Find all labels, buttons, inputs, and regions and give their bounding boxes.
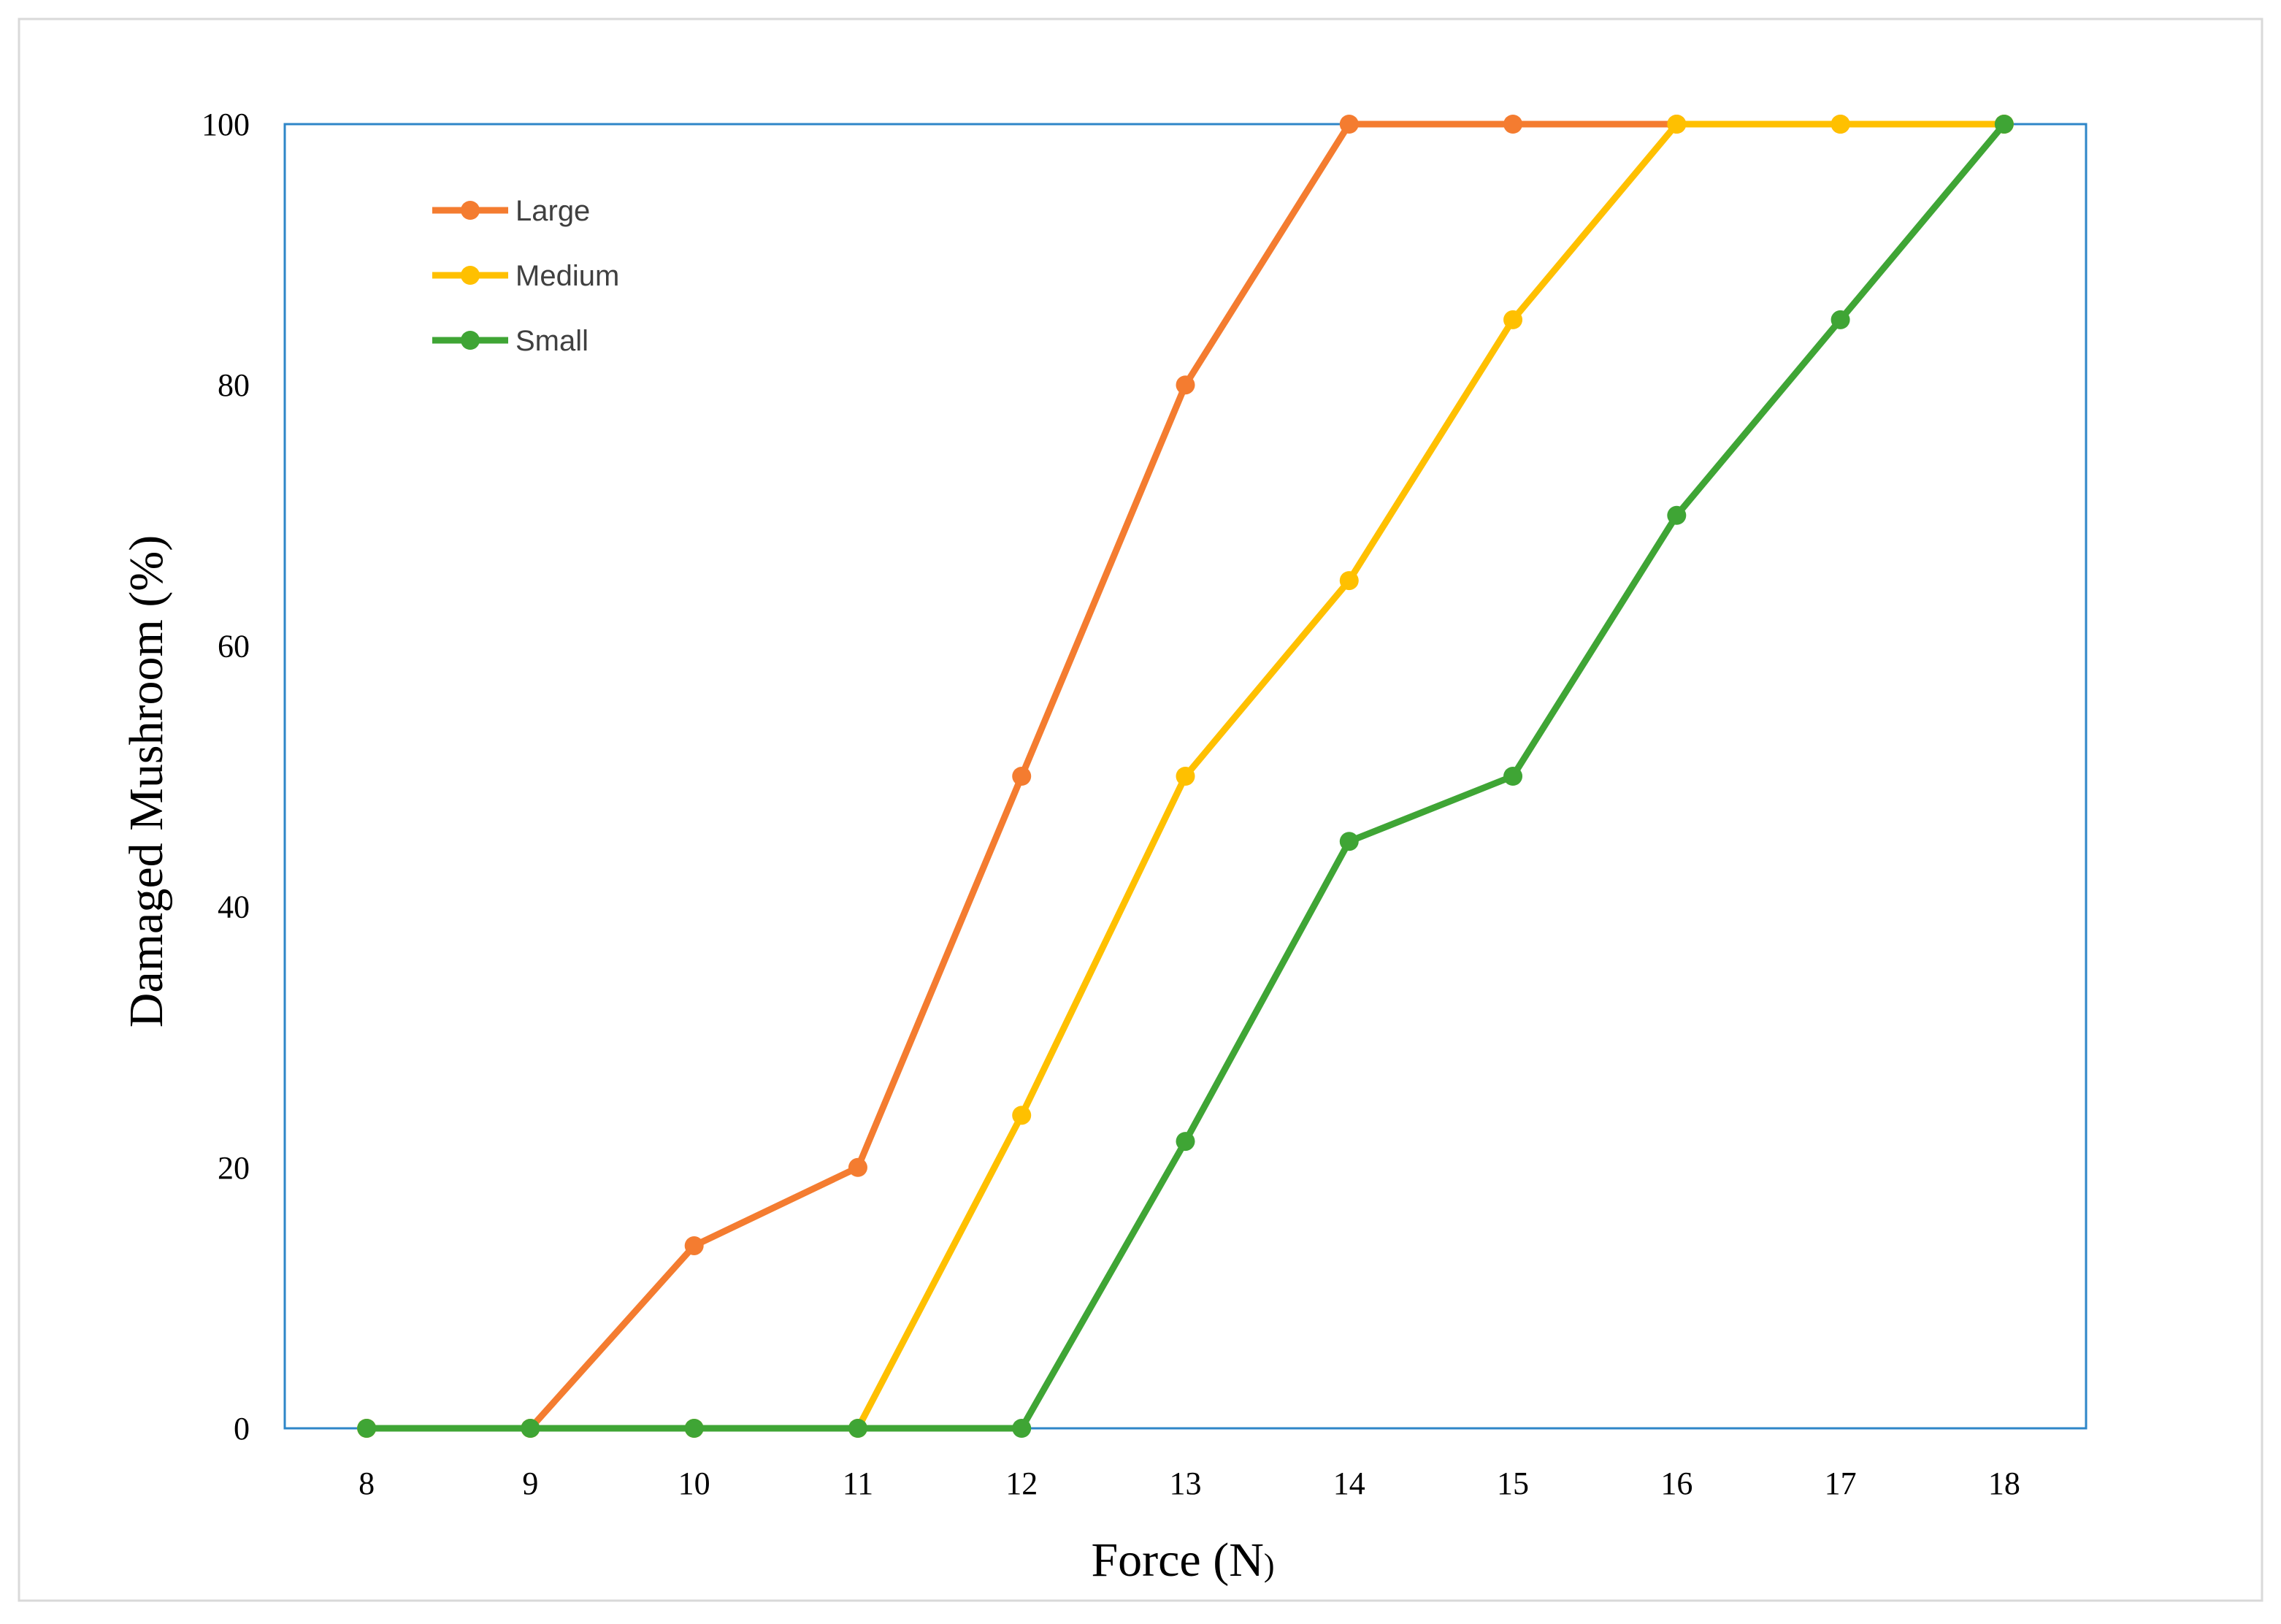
data-point-small	[848, 1419, 867, 1438]
data-point-small	[1994, 115, 2014, 134]
legend-swatch-marker	[461, 331, 480, 350]
y-tick-label: 0	[234, 1411, 250, 1447]
legend-swatch-marker	[461, 201, 480, 220]
data-point-small	[684, 1419, 704, 1438]
data-point-large	[848, 1157, 867, 1177]
data-point-large	[1176, 375, 1195, 395]
data-point-small	[1339, 832, 1359, 851]
data-point-medium	[1503, 310, 1523, 329]
x-tick-label: 12	[1005, 1466, 1038, 1501]
data-point-small	[1176, 1132, 1195, 1152]
y-axis-ticks: 0 20 40 60 80 100	[202, 107, 250, 1447]
x-axis-ticks: 8 9 10 11 12 13 14 15 16 17 18	[359, 1466, 2020, 1501]
legend-item-small: Small	[432, 325, 589, 357]
data-point-large	[1503, 115, 1523, 134]
legend-item-medium: Medium	[432, 260, 619, 292]
data-point-small	[357, 1419, 377, 1438]
data-point-large	[1339, 115, 1359, 134]
x-tick-label: 13	[1170, 1466, 1202, 1501]
x-tick-label: 14	[1333, 1466, 1365, 1501]
x-tick-label: 11	[843, 1466, 873, 1501]
data-point-medium	[1339, 571, 1359, 591]
y-tick-label: 60	[218, 628, 250, 664]
data-point-medium	[1012, 1106, 1032, 1125]
legend-label: Small	[515, 325, 589, 357]
series-small	[357, 115, 2014, 1438]
data-point-medium	[1667, 115, 1687, 134]
x-tick-label: 8	[359, 1466, 375, 1501]
data-point-large	[684, 1236, 704, 1255]
y-tick-label: 20	[218, 1150, 250, 1186]
y-tick-label: 40	[218, 889, 250, 925]
x-tick-label: 9	[522, 1466, 538, 1501]
x-axis-label-paren: )	[1264, 1547, 1275, 1583]
data-point-small	[1503, 767, 1523, 786]
legend: Large Medium Small	[432, 195, 619, 357]
legend-swatch-marker	[461, 266, 480, 285]
data-point-small	[1830, 310, 1850, 329]
data-point-small	[521, 1419, 540, 1438]
data-point-small	[1667, 505, 1687, 525]
legend-label: Medium	[515, 260, 619, 292]
data-point-large	[1012, 767, 1032, 786]
x-tick-label: 10	[678, 1466, 710, 1501]
x-axis-label: Force (N)	[1091, 1533, 1274, 1587]
y-tick-label: 80	[218, 367, 250, 403]
legend-item-large: Large	[432, 195, 590, 227]
x-tick-label: 15	[1497, 1466, 1529, 1501]
data-point-medium	[1830, 115, 1850, 134]
data-point-medium	[1176, 767, 1195, 786]
y-axis-label: Damaged Mushroom (%)	[120, 535, 173, 1028]
legend-label: Large	[515, 195, 590, 227]
x-axis-label-main: Force (N	[1091, 1533, 1263, 1587]
x-tick-label: 18	[1988, 1466, 2020, 1501]
data-point-small	[1012, 1419, 1032, 1438]
x-tick-label: 17	[1825, 1466, 1857, 1501]
y-tick-label: 100	[202, 107, 250, 142]
series-layer	[357, 115, 2014, 1438]
x-tick-label: 16	[1660, 1466, 1692, 1501]
